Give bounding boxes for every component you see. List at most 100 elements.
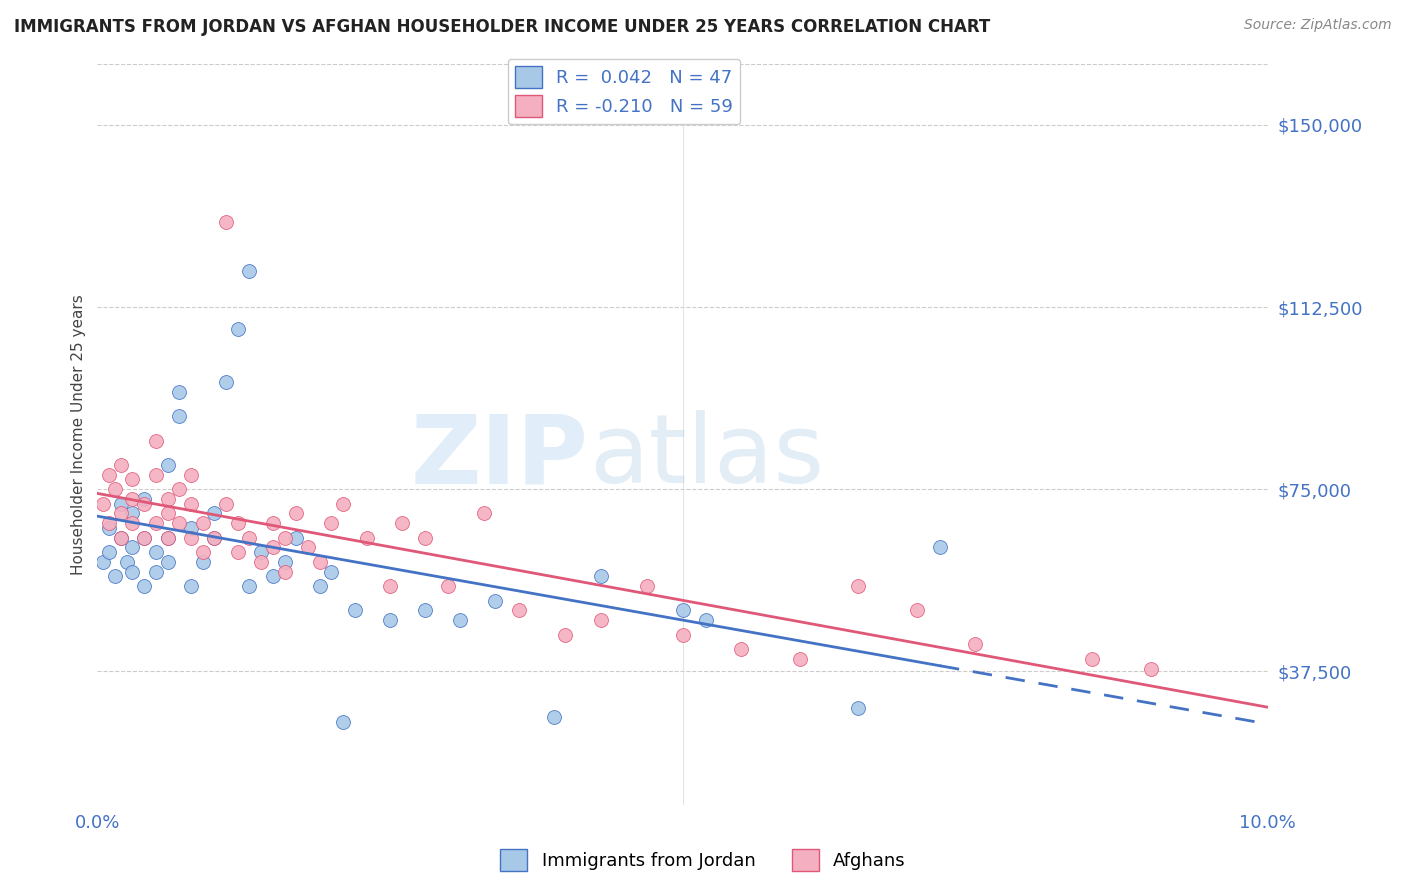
Point (472, 507, 495, 521)
Point (321, 516, 343, 530)
Point (262, 516, 284, 530)
Point (180, 531, 202, 545)
Point (110, 531, 132, 545)
Point (156, 507, 179, 521)
Point (145, 516, 167, 530)
Point (121, 491, 143, 506)
Point (391, 516, 413, 530)
Point (636, 579, 658, 593)
Point (273, 565, 295, 579)
Text: ZIP: ZIP (411, 410, 589, 503)
Legend: R =  0.042   N = 47, R = -0.210   N = 59: R = 0.042 N = 47, R = -0.210 N = 59 (508, 59, 741, 124)
Point (121, 507, 143, 521)
Point (98, 521, 121, 535)
Point (134, 531, 156, 545)
Point (121, 516, 143, 530)
Point (413, 531, 436, 545)
Point (332, 497, 354, 511)
Point (695, 613, 717, 627)
Point (110, 497, 132, 511)
Point (508, 603, 530, 617)
Point (156, 531, 179, 545)
Point (202, 531, 225, 545)
Point (554, 628, 576, 642)
Point (1081, 652, 1104, 666)
Point (730, 642, 752, 657)
Point (297, 541, 319, 555)
Point (308, 579, 330, 593)
Point (145, 467, 167, 482)
Text: Source: ZipAtlas.com: Source: ZipAtlas.com (1244, 18, 1392, 32)
Point (846, 700, 869, 714)
Point (215, 215, 238, 229)
Point (238, 263, 260, 277)
Text: IMMIGRANTS FROM JORDAN VS AFGHAN HOUSEHOLDER INCOME UNDER 25 YEARS CORRELATION C: IMMIGRANTS FROM JORDAN VS AFGHAN HOUSEHO… (14, 18, 990, 36)
Point (156, 491, 179, 506)
Point (91, 555, 114, 569)
Point (965, 637, 987, 651)
Point (169, 482, 191, 496)
Point (449, 613, 471, 627)
Point (905, 603, 928, 617)
Point (929, 541, 952, 555)
Point (273, 531, 295, 545)
Point (1139, 662, 1161, 676)
Point (145, 565, 167, 579)
Point (273, 555, 295, 569)
Point (156, 555, 179, 569)
Point (321, 565, 343, 579)
Point (191, 516, 214, 530)
Point (110, 458, 132, 472)
Point (169, 384, 191, 399)
Point (226, 516, 249, 530)
Point (134, 579, 156, 593)
Point (180, 467, 202, 482)
Point (308, 555, 330, 569)
Point (121, 541, 143, 555)
Point (104, 569, 127, 583)
Point (332, 715, 354, 730)
Point (378, 613, 401, 627)
Point (378, 579, 401, 593)
Point (484, 594, 506, 608)
Point (250, 545, 273, 559)
Point (215, 497, 238, 511)
Point (91, 497, 114, 511)
Point (543, 710, 565, 724)
Point (437, 579, 460, 593)
Point (789, 652, 811, 666)
Y-axis label: Householder Income Under 25 years: Householder Income Under 25 years (72, 294, 86, 574)
Point (115, 555, 138, 569)
Point (169, 516, 191, 530)
Point (169, 409, 191, 424)
Legend: Immigrants from Jordan, Afghans: Immigrants from Jordan, Afghans (494, 842, 912, 879)
Point (250, 555, 273, 569)
Point (238, 579, 260, 593)
Point (98, 545, 121, 559)
Point (110, 531, 132, 545)
Text: atlas: atlas (589, 410, 824, 503)
Point (180, 521, 202, 535)
Point (262, 541, 284, 555)
Point (180, 497, 202, 511)
Point (110, 507, 132, 521)
Point (285, 507, 308, 521)
Point (202, 507, 225, 521)
Point (215, 376, 238, 390)
Point (356, 531, 378, 545)
Point (98, 467, 121, 482)
Point (191, 555, 214, 569)
Point (145, 545, 167, 559)
Point (156, 531, 179, 545)
Point (104, 482, 127, 496)
Point (98, 516, 121, 530)
Point (180, 579, 202, 593)
Point (156, 458, 179, 472)
Point (671, 603, 693, 617)
Point (413, 603, 436, 617)
Point (285, 531, 308, 545)
Point (343, 603, 366, 617)
Point (846, 579, 869, 593)
Point (589, 569, 612, 583)
Point (121, 472, 143, 486)
